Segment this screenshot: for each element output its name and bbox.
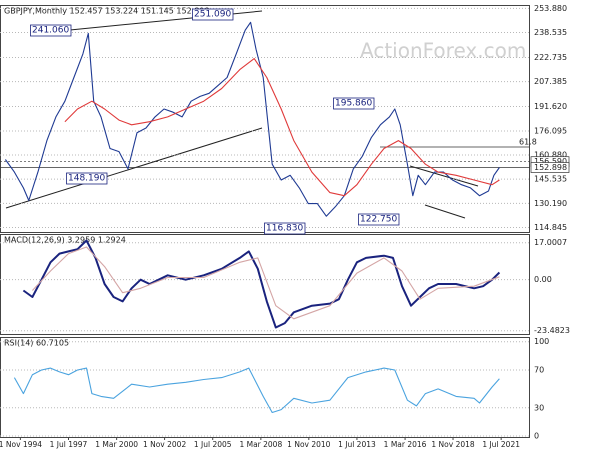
x-tick-label: 1 Nov 2018 [431, 440, 474, 449]
y-tick-label: 30 [534, 403, 544, 412]
annotation: 251.090 [194, 10, 231, 20]
x-tick-label: 1 Mar 2016 [384, 440, 427, 449]
series-line [13, 367, 500, 414]
y-tick-label: 0.00 [534, 275, 552, 284]
y-tick-label: 238.535 [534, 28, 567, 37]
annotation-box [358, 213, 400, 226]
y-tick-label: 100 [534, 337, 549, 346]
annotation: 241.060 [32, 26, 69, 36]
annotation: 122.750 [360, 215, 397, 225]
watermark: ActionForex.com [360, 39, 526, 63]
y-tick-label: -23.4823 [534, 326, 570, 335]
series-line [64, 58, 500, 197]
x-tick-label: 1 Nov 2002 [143, 440, 186, 449]
panel-title: MACD(12,26,9) 3.2959 1.2924 [4, 236, 126, 245]
x-tick-label: 1 Nov 1994 [0, 440, 42, 449]
x-tick-label: 1 Jul 2013 [338, 440, 376, 449]
x-tick-label: 1 Mar 2000 [95, 440, 138, 449]
panel-frame [0, 234, 530, 335]
y-tick-label: 114.845 [534, 223, 567, 232]
y-tick-label: 0 [534, 432, 539, 441]
annotation-box [192, 8, 234, 21]
annotation-box [333, 97, 375, 110]
series-line [4, 21, 500, 217]
y-tick-label: 222.735 [534, 53, 567, 62]
x-tick-label: 1 Mar 2008 [239, 440, 282, 449]
y-tick-label: 207.385 [534, 77, 567, 86]
annotation-box [66, 172, 108, 185]
y-tick-label: 176.095 [534, 126, 567, 135]
x-tick-label: 1 Jul 1997 [50, 440, 88, 449]
panel-title: RSI(14) 60.7105 [4, 339, 69, 348]
y-tick-label: 160.880 [534, 150, 567, 159]
trend-line [5, 127, 263, 209]
panel-frame [0, 337, 530, 438]
x-tick-label: 1 Jul 2021 [482, 440, 520, 449]
fib-label: 61.8 [519, 138, 537, 147]
x-tick-label: 1 Jul 2005 [194, 440, 232, 449]
annotation: 116.830 [266, 224, 303, 234]
annotations: 241.060 251.090 148.190 116.830 195.860 … [30, 8, 537, 235]
annotation: 148.190 [68, 174, 105, 184]
y-tick-label: 145.535 [534, 175, 567, 184]
price-level-label: 156.590 [534, 157, 567, 166]
annotation-box [264, 222, 306, 235]
price-level-label: 152.898 [534, 163, 567, 172]
panel-title: GBPJPY,Monthly 152.457 153.224 151.145 1… [4, 7, 209, 16]
channel-line [409, 165, 479, 187]
annotation-box [30, 24, 72, 37]
y-tick-label: 253.880 [534, 4, 567, 13]
x-tick-label: 1 Nov 2010 [287, 440, 330, 449]
channel-line [424, 204, 466, 219]
series-line [22, 239, 501, 329]
y-tick-label: 130.190 [534, 199, 567, 208]
series-line [31, 246, 500, 320]
y-tick-label: 191.620 [534, 102, 567, 111]
price-level-box [530, 162, 570, 173]
y-tick-label: 17.0007 [534, 238, 567, 247]
annotation: 195.860 [335, 99, 372, 109]
y-tick-label: 70 [534, 366, 544, 375]
